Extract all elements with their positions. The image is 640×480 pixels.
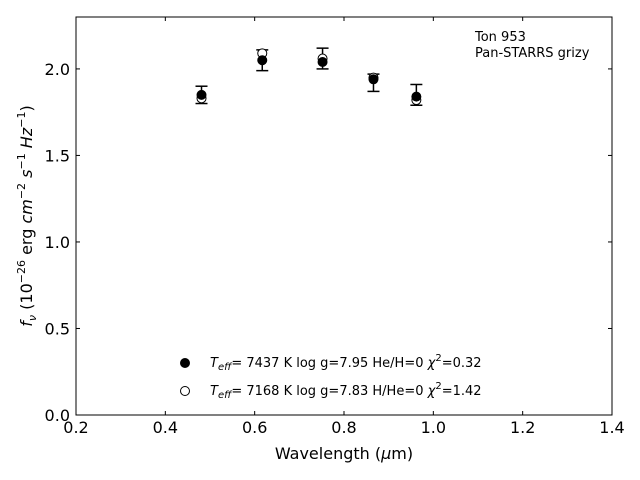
error-bars (195, 47, 423, 107)
y-tick-label: 1.0 (45, 233, 70, 252)
x-tick-label: 0.4 (153, 418, 178, 437)
y-tick-label: 1.5 (45, 146, 70, 165)
x-tick-label: 1.2 (510, 418, 535, 437)
filled-circle-point (368, 74, 379, 85)
annotation-object-name: Ton 953 (474, 30, 526, 45)
legend: Teff= 7437 K log g=7.95 He/H=0 χ2=0.32 T… (180, 353, 482, 401)
x-tick-label: 0.6 (242, 418, 267, 437)
x-axis-title: Wavelength (μm) (275, 444, 413, 463)
filled-circle-point (257, 55, 268, 66)
y-axis-title: fν (10−26 erg cm−2 s−1 Hz−1) (15, 105, 39, 326)
legend-marker-filled (180, 358, 190, 368)
data-points (196, 48, 422, 106)
axis-ticks: 0.2 0.4 0.6 0.8 1.0 1.2 1.4 0.0 0.5 1.0 1.5 2.0 (45, 17, 625, 437)
legend-entry-open: Teff= 7168 K log g=7.83 H/He=0 χ2=1.42 (210, 381, 482, 401)
x-tick-label: 1.0 (421, 418, 446, 437)
y-tick-label: 0.5 (45, 319, 70, 338)
x-tick-label: 0.2 (63, 418, 88, 437)
x-tick-label: 1.4 (599, 418, 624, 437)
y-tick-label: 2.0 (45, 60, 70, 79)
x-tick-label: 0.8 (331, 418, 356, 437)
annotation-survey: Pan-STARRS grizy (475, 46, 590, 61)
y-tick-label: 0.0 (45, 406, 70, 425)
filled-circle-point (411, 91, 422, 102)
filled-circle-point (196, 89, 207, 100)
legend-entry-filled: Teff= 7437 K log g=7.95 He/H=0 χ2=0.32 (210, 353, 482, 373)
legend-marker-open (180, 386, 190, 396)
filled-circle-point (317, 56, 328, 67)
